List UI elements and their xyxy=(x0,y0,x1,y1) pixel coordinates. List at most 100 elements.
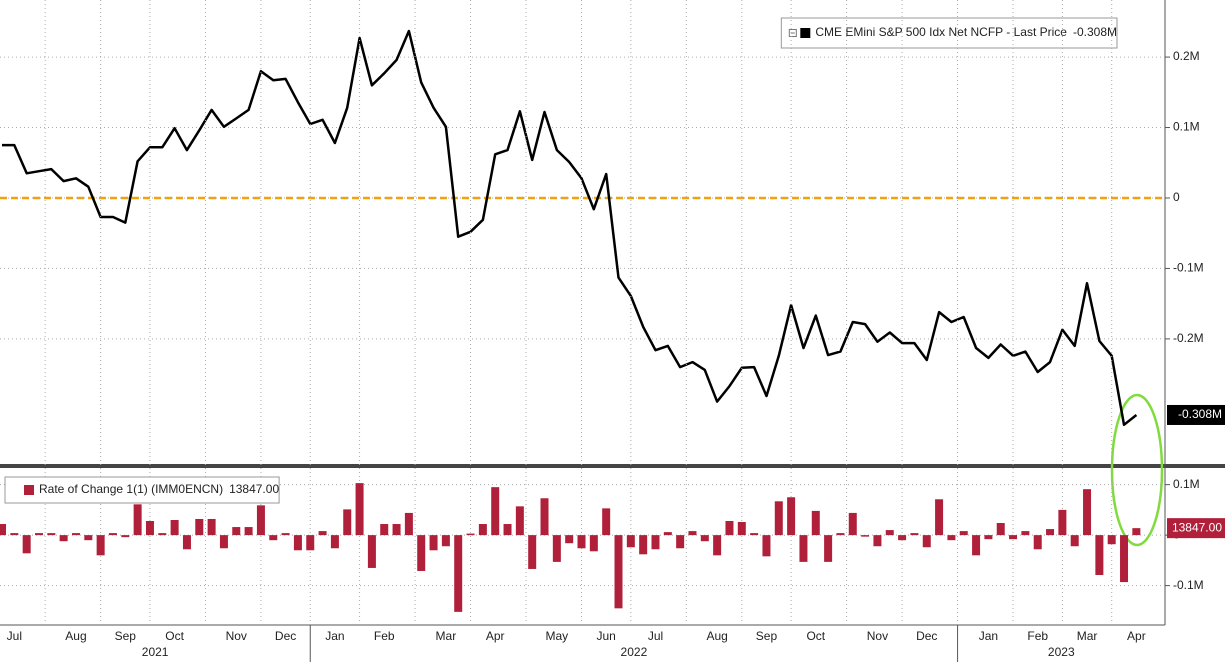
bar xyxy=(281,533,290,536)
bar xyxy=(84,535,93,541)
bar xyxy=(71,533,80,536)
bar xyxy=(195,518,204,536)
last-value-label: 13847.00 xyxy=(1172,520,1222,534)
bar xyxy=(454,535,463,612)
legend-swatch xyxy=(24,485,34,495)
bar xyxy=(1083,489,1092,536)
x-tick-label: Jul xyxy=(648,629,663,643)
bar xyxy=(565,535,574,544)
bar xyxy=(306,535,315,551)
bar xyxy=(417,535,426,571)
bar xyxy=(676,535,685,549)
bar xyxy=(96,535,105,556)
bar xyxy=(244,527,253,536)
bar xyxy=(108,533,117,536)
bar xyxy=(1095,535,1104,576)
bar xyxy=(750,533,759,536)
x-tick-label: Jan xyxy=(325,629,344,643)
bar xyxy=(787,497,796,536)
bar xyxy=(602,508,611,536)
bar xyxy=(10,533,19,536)
bar xyxy=(811,510,820,536)
bar xyxy=(429,535,438,551)
year-label: 2021 xyxy=(142,645,169,659)
x-tick-label: Jul xyxy=(7,629,22,643)
bar xyxy=(861,535,870,537)
bar xyxy=(145,520,154,536)
bar xyxy=(1132,528,1141,536)
bar xyxy=(651,535,660,550)
bar xyxy=(1070,535,1079,547)
legend: Rate of Change 1(1) (IMM0ENCN) 13847.00 xyxy=(4,476,280,504)
bar xyxy=(873,535,882,547)
bar xyxy=(515,506,524,536)
bar xyxy=(626,535,635,548)
y-tick-label: 0.1M xyxy=(1173,477,1200,491)
bar xyxy=(219,535,228,549)
bar xyxy=(503,524,512,536)
y-tick-label: -0.2M xyxy=(1173,331,1204,345)
bar xyxy=(589,535,598,552)
panel-separator xyxy=(0,464,1225,468)
bar xyxy=(972,535,981,556)
y-tick-label: -0.1M xyxy=(1173,578,1204,592)
bar xyxy=(466,533,475,536)
bar xyxy=(1120,535,1129,583)
bar xyxy=(478,524,487,536)
x-tick-label: Sep xyxy=(756,629,778,643)
year-label: 2023 xyxy=(1048,645,1075,659)
last-value-tag xyxy=(1167,404,1225,425)
bar xyxy=(392,524,401,536)
bar xyxy=(269,535,278,541)
y-tick-label: 0.2M xyxy=(1173,49,1200,63)
y-tick-label: -0.1M xyxy=(1173,261,1204,275)
price-line xyxy=(2,29,1138,427)
bar xyxy=(725,520,734,536)
bar xyxy=(528,535,537,569)
x-tick-label: Feb xyxy=(1027,629,1048,643)
bar xyxy=(614,535,623,609)
bar xyxy=(367,535,376,568)
bar xyxy=(182,535,191,550)
bar xyxy=(799,535,808,562)
bar xyxy=(935,499,944,536)
x-tick-label: Nov xyxy=(226,629,247,643)
x-tick-label: Jan xyxy=(979,629,998,643)
bar xyxy=(491,487,500,536)
legend-swatch xyxy=(800,28,811,38)
x-tick-label: Nov xyxy=(867,629,888,643)
bar xyxy=(540,498,549,536)
bar xyxy=(713,535,722,556)
bar xyxy=(663,532,672,536)
bar xyxy=(700,535,709,542)
x-tick-label: Jun xyxy=(596,629,615,643)
bar xyxy=(47,533,56,536)
legend-text: Rate of Change 1(1) (IMM0ENCN) 13847.00 xyxy=(39,482,279,496)
bar xyxy=(552,535,561,562)
bar xyxy=(170,519,179,536)
y-tick-label: 0 xyxy=(1173,190,1180,204)
last-value-label: -0.308M xyxy=(1178,407,1222,421)
x-tick-label: Dec xyxy=(275,629,296,643)
bar xyxy=(34,533,43,536)
highlight-ellipse xyxy=(1110,393,1164,547)
x-tick-label: May xyxy=(546,629,569,643)
bar xyxy=(133,504,142,536)
bar xyxy=(59,535,68,542)
bar xyxy=(848,512,857,536)
bar xyxy=(762,535,771,557)
x-tick-label: Aug xyxy=(65,629,86,643)
year-label: 2022 xyxy=(621,645,648,659)
x-tick-label: Feb xyxy=(374,629,395,643)
bar xyxy=(441,535,450,547)
bar xyxy=(996,523,1005,536)
bar xyxy=(577,535,586,549)
bar xyxy=(1021,531,1030,536)
bar xyxy=(0,524,6,536)
legend-value: -0.308M xyxy=(1073,25,1117,39)
bar xyxy=(330,535,339,549)
bar xyxy=(256,505,265,536)
legend-box xyxy=(780,17,1118,49)
